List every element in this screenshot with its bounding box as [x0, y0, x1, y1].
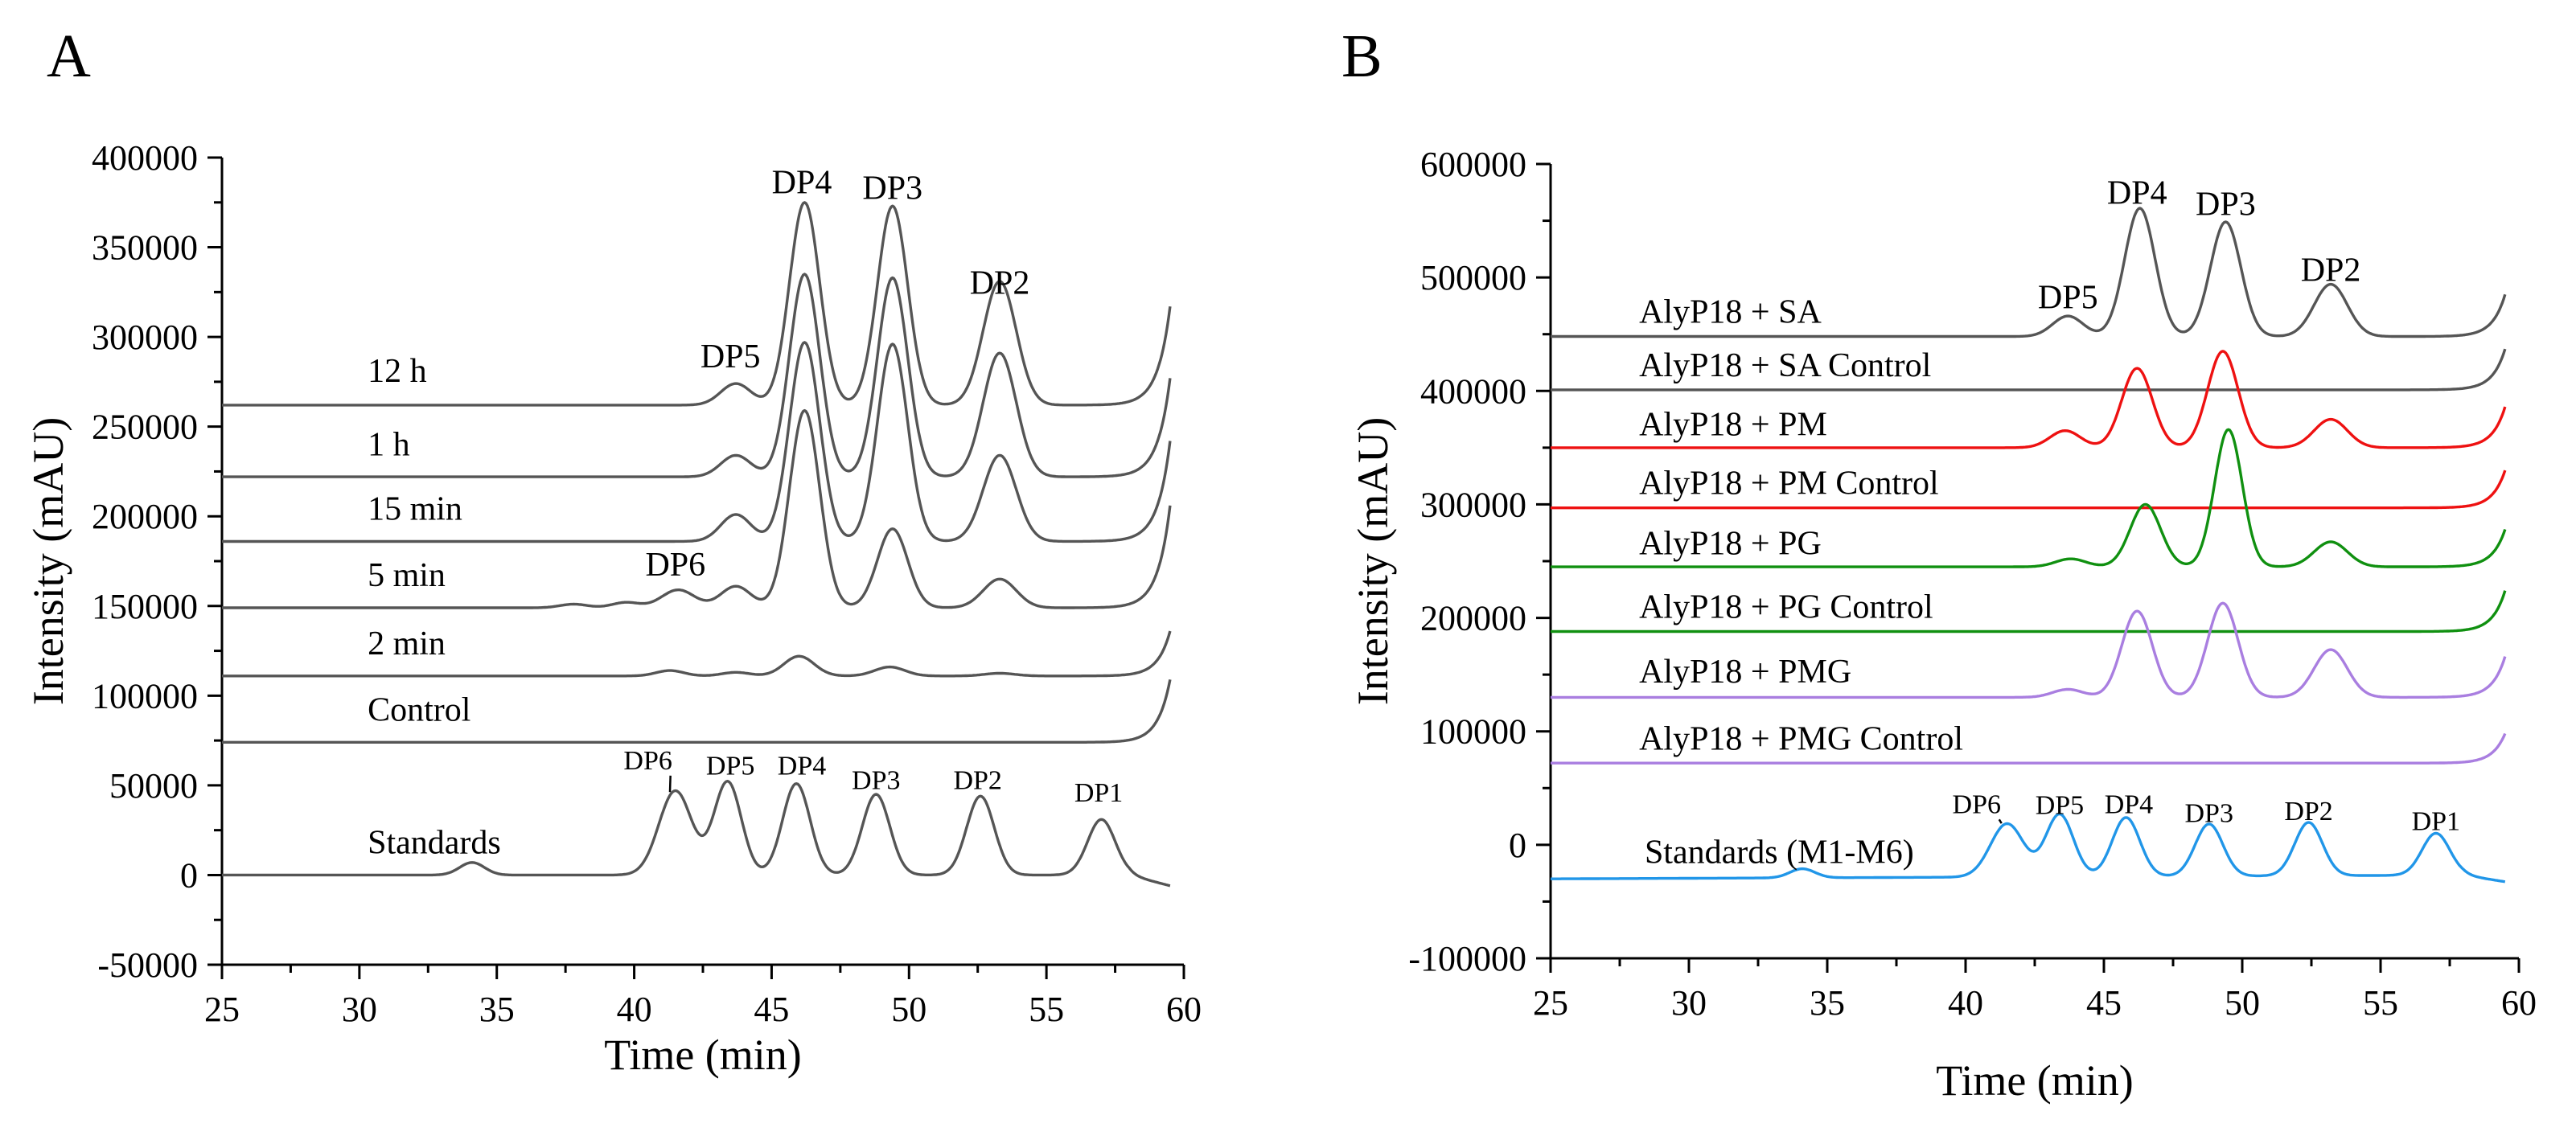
y-tick-label-a: 350000	[92, 228, 198, 268]
panel-letter-b: B	[1341, 23, 1382, 90]
trace-b-alyp18-pmg	[1550, 601, 2507, 699]
trace-b-alyp18-pm-control	[1550, 469, 2507, 510]
trace-b-alyp18-pm	[1550, 350, 2507, 449]
x-tick-label-a: 40	[617, 990, 652, 1029]
trace-a-control	[222, 679, 1172, 744]
y-tick-label-a: 0	[180, 855, 198, 895]
panel-b: B 25 30 35 40 45 50 55 60 -100000 0 100000 200000 30…	[1341, 23, 2537, 1105]
x-tick-label-a: 30	[342, 990, 377, 1029]
x-tick-label-b: 50	[2225, 983, 2260, 1023]
trace-label-a: 5 min	[368, 557, 446, 594]
y-tick-label-b: 100000	[1420, 712, 1526, 752]
trace-b-alyp18-pg-control	[1550, 590, 2507, 634]
trace-b-alyp18-pg	[1550, 428, 2507, 568]
trace-label-a: 2 min	[368, 625, 446, 662]
peak-label-a: DP4	[772, 165, 832, 202]
standard-peak-label-a: DP5	[706, 752, 754, 781]
trace-label-b: AlyP18 + SA	[1639, 294, 1822, 331]
trace-label-b: Standards (M1-M6)	[1645, 834, 1914, 871]
standard-peak-label-a: DP2	[953, 765, 1001, 795]
standard-peak-label-b: DP1	[2412, 807, 2460, 837]
peak-label-a: DP5	[700, 338, 761, 375]
y-tick-label-a: 100000	[92, 676, 198, 716]
x-tick-label-a: 55	[1029, 990, 1064, 1029]
peak-label-a: DP3	[862, 170, 922, 207]
x-tick-label-b: 40	[1948, 983, 1983, 1023]
x-tick-label-b: 30	[1671, 983, 1707, 1023]
trace-a-standards	[222, 780, 1171, 888]
x-tick-label-b: 60	[2501, 983, 2537, 1023]
x-tick-label-b: 35	[1810, 983, 1845, 1023]
y-axis-title-b: Intensity (mAU)	[1349, 417, 1397, 705]
y-tick-label-b: 400000	[1420, 371, 1526, 411]
y-tick-label-a: 200000	[92, 497, 198, 536]
y-tick-label-a: 300000	[92, 318, 198, 357]
y-tick-label-b: 300000	[1420, 485, 1526, 524]
trace-a-5-min	[222, 408, 1172, 609]
trace-b-alyp18-sa-control	[1550, 348, 2507, 392]
x-tick-label-b: 25	[1533, 983, 1568, 1023]
standard-peak-label-b: DP2	[2284, 797, 2332, 826]
standard-peak-label-b: DP3	[2184, 799, 2233, 829]
x-tick-label-a: 25	[204, 990, 240, 1029]
y-tick-label-b: 500000	[1420, 258, 1526, 297]
standard-peak-label-a: DP4	[778, 752, 826, 781]
x-tick-label-a: 45	[754, 990, 789, 1029]
standard-peak-label-b: DP4	[2105, 789, 2153, 819]
y-tick-label-a: -50000	[97, 945, 198, 985]
trace-label-b: AlyP18 + PG	[1639, 526, 1822, 563]
y-tick-label-b: -100000	[1408, 939, 1526, 978]
trace-label-a: Control	[368, 692, 470, 729]
x-axis-title-b: Time (min)	[1936, 1056, 2134, 1105]
y-tick-label-b: 200000	[1420, 599, 1526, 638]
standard-peak-label-b: DP5	[2036, 791, 2084, 821]
trace-label-b: AlyP18 + SA Control	[1639, 347, 1931, 384]
x-tick-label-a: 35	[479, 990, 515, 1029]
dp6-leader-line-b	[1998, 818, 2003, 824]
trace-label-a: 1 h	[368, 426, 410, 463]
x-tick-label-a: 50	[891, 990, 926, 1029]
peak-label-b: DP4	[2107, 174, 2167, 211]
trace-label-a: 15 min	[368, 491, 462, 528]
panel-letter-a: A	[47, 23, 91, 90]
peak-label-a: DP2	[970, 265, 1030, 302]
y-tick-label-a: 50000	[109, 766, 198, 806]
x-tick-label-a: 60	[1166, 990, 1202, 1029]
x-tick-label-b: 45	[2086, 983, 2122, 1023]
y-tick-label-a: 150000	[92, 587, 198, 626]
standard-peak-label-b: DP6	[1953, 789, 2001, 819]
trace-b-alyp18-sa	[1550, 207, 2507, 338]
trace-label-b: AlyP18 + PG Control	[1639, 589, 1933, 626]
trace-a-12-h	[222, 201, 1172, 407]
trace-label-b: AlyP18 + PMG	[1639, 654, 1851, 691]
y-axis-title-a: Intensity (mAU)	[24, 417, 72, 705]
trace-label-a: 12 h	[368, 353, 427, 390]
trace-label-a: Standards	[368, 825, 501, 862]
y-tick-label-a: 250000	[92, 408, 198, 447]
y-tick-label-b: 0	[1509, 826, 1526, 865]
trace-b-standards-m1-m6	[1550, 812, 2506, 884]
y-tick-label-b: 600000	[1420, 145, 1526, 184]
y-tick-label-a: 400000	[92, 138, 198, 178]
standard-peak-label-a: DP3	[852, 765, 900, 795]
peak-label-b: DP3	[2196, 187, 2256, 223]
x-axis-title-a: Time (min)	[604, 1031, 802, 1079]
peak-label-b: DP2	[2301, 252, 2361, 289]
trace-b-alyp18-pmg-control	[1550, 732, 2507, 765]
x-tick-label-b: 55	[2363, 983, 2398, 1023]
panel-a: A 25 30 35 40 45 50 55 60 -50000 0 50000 100000 1500…	[24, 23, 1202, 1079]
standard-peak-label-a: DP6	[623, 746, 672, 776]
trace-label-b: AlyP18 + PM Control	[1639, 465, 1939, 502]
trace-a-1-h	[222, 273, 1172, 478]
dp6-leader-line-a	[668, 775, 672, 793]
trace-label-b: AlyP18 + PMG Control	[1639, 720, 1963, 757]
trace-label-b: AlyP18 + PM	[1639, 406, 1827, 443]
standard-peak-label-a: DP1	[1074, 778, 1123, 808]
peak-label-a: DP6	[645, 547, 705, 584]
trace-a-15-min	[222, 341, 1172, 543]
trace-a-2-min	[222, 630, 1172, 678]
peak-label-b: DP5	[2038, 279, 2098, 316]
